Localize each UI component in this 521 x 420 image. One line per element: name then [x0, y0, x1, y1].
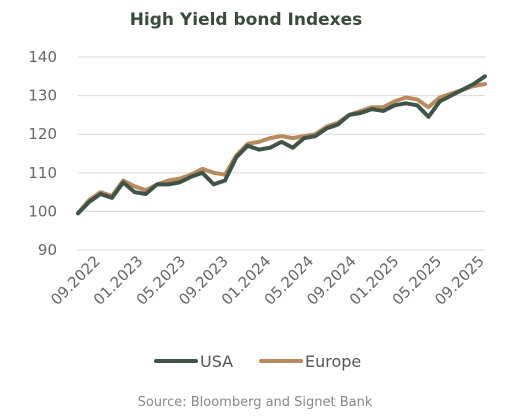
series-lines [76, 74, 487, 216]
y-tick-label-130: 130 [28, 87, 57, 105]
series-line-usa [76, 74, 487, 216]
y-tick-label-110: 110 [28, 164, 57, 182]
legend-label-usa: USA [200, 352, 233, 371]
chart-title: High Yield bond Indexes [130, 10, 363, 30]
y-tick-label-120: 120 [28, 125, 57, 143]
x-axis: 09.202201.202305.202309.202301.202405.20… [47, 252, 488, 309]
y-tick-label-100: 100 [28, 202, 57, 220]
y-axis: 90 100 110 120 130 140 [28, 48, 57, 259]
source-note: Source: Bloomberg and Signet Bank [138, 395, 373, 410]
legend-label-europe: Europe [305, 352, 361, 371]
y-tick-label-90: 90 [38, 241, 57, 259]
series-line-europe [76, 82, 487, 216]
grid-lines [78, 56, 485, 251]
y-tick-label-140: 140 [28, 48, 57, 66]
legend: USA Europe [154, 352, 361, 371]
